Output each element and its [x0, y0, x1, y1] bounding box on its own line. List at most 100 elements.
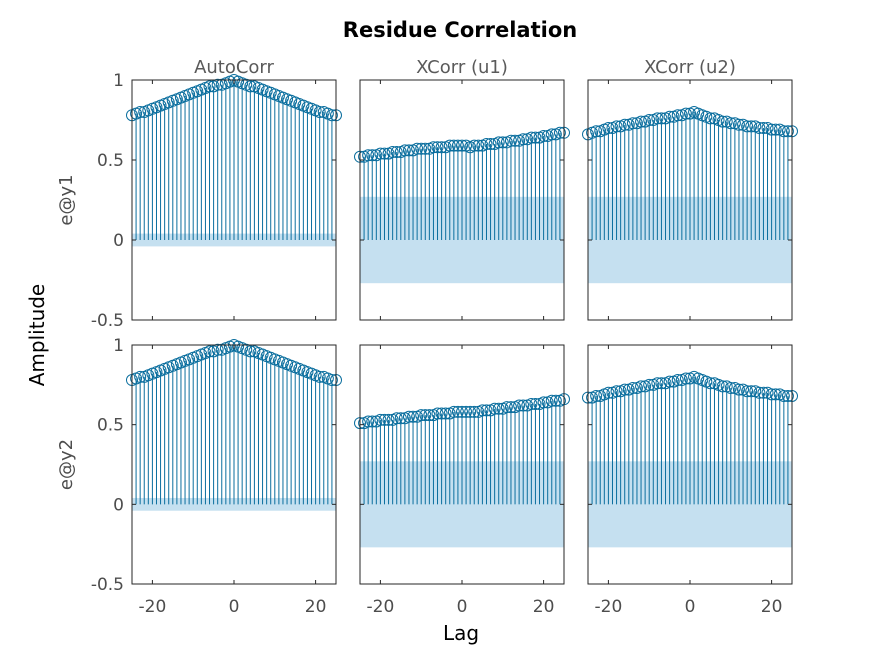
stem-marker	[472, 139, 485, 152]
stem-marker	[203, 80, 216, 93]
stem-marker	[203, 345, 216, 358]
stem-marker	[419, 142, 432, 155]
stem-marker	[517, 133, 530, 146]
stem-marker	[374, 147, 387, 160]
stem-marker	[663, 375, 676, 388]
stem-marker	[651, 112, 664, 125]
stem-marker	[476, 404, 489, 417]
stem-marker	[724, 382, 737, 395]
stem-marker	[655, 377, 668, 390]
x-tick-label: -20	[595, 597, 623, 617]
stem-marker	[496, 136, 509, 149]
stem-marker	[679, 372, 692, 385]
stem-marker	[447, 139, 460, 152]
y-tick-label: 0	[113, 231, 124, 251]
stem-marker	[313, 370, 326, 383]
stem-marker	[480, 404, 493, 417]
stem-marker	[663, 110, 676, 123]
stem-marker	[610, 385, 623, 398]
x-tick-label: 0	[229, 597, 240, 617]
stem-marker	[602, 386, 615, 399]
panel-e-y2-autocorr: 1 0.5 0 -0.5 -20 0 20	[91, 336, 342, 617]
stem-marker	[419, 409, 432, 422]
stem-marker	[134, 370, 147, 383]
stem-marker	[635, 380, 648, 393]
stem-marker	[769, 123, 782, 136]
stem-marker	[525, 397, 538, 410]
stem-marker	[549, 394, 562, 407]
stem-marker	[537, 130, 550, 142]
column-title-xcorr-u2: XCorr (u2)	[644, 57, 736, 78]
y-tick-label: 1	[113, 71, 124, 91]
stem-marker	[590, 125, 603, 138]
stem-marker	[451, 405, 464, 418]
stem-marker	[443, 139, 456, 152]
y-tick-label: 0.5	[97, 151, 124, 171]
panel-e-y2-xcorr-u1: -20 0 20	[354, 344, 570, 617]
stem-marker	[464, 405, 477, 418]
y-axis-label: Amplitude	[25, 284, 49, 387]
stem-marker	[553, 126, 566, 139]
stem-marker	[671, 109, 684, 122]
stem-marker	[480, 138, 493, 150]
stem-marker	[716, 380, 729, 393]
stem-marker	[427, 141, 440, 154]
stem-marker	[402, 410, 415, 423]
stem-marker	[500, 401, 513, 414]
stem-marker	[741, 120, 754, 133]
stem-marker	[618, 383, 631, 396]
stem-marker	[402, 144, 415, 157]
y-tick-label: -0.5	[91, 311, 124, 331]
stem-marker	[716, 115, 729, 128]
stem-marker	[488, 402, 501, 415]
stem-marker	[757, 386, 770, 399]
stem-marker	[724, 117, 737, 130]
x-tick-label: -20	[139, 597, 167, 617]
column-title-autocorr: AutoCorr	[194, 57, 274, 78]
stem-marker	[447, 405, 460, 418]
stem-marker	[655, 112, 668, 125]
stem-marker	[134, 106, 147, 118]
stem-marker	[439, 407, 452, 420]
stem-marker	[431, 407, 444, 420]
x-tick-label: 0	[685, 597, 696, 617]
stem-marker	[504, 134, 517, 147]
stem-marker	[484, 138, 497, 150]
stem-marker	[704, 377, 717, 390]
stem-marker	[741, 385, 754, 398]
stem-marker	[753, 122, 766, 134]
panel-e-y1-autocorr: 1 0.5 0 -0.5	[91, 71, 342, 331]
stem-marker	[626, 117, 639, 130]
stem-marker	[517, 399, 530, 412]
stem-marker	[509, 134, 522, 147]
stem-marker	[390, 146, 403, 158]
stem-marker	[781, 125, 794, 138]
stem-marker	[626, 382, 639, 395]
stem-marker	[411, 142, 424, 155]
stem-marker	[745, 120, 758, 133]
panel-e-y2-xcorr-u2: -20 0 20	[582, 344, 798, 617]
panel-e-y1-xcorr-u2	[582, 79, 798, 321]
stem-marker	[435, 141, 448, 154]
stem-marker	[325, 109, 338, 122]
stem-marker	[753, 386, 766, 399]
stem-marker	[374, 413, 387, 426]
stem-marker	[618, 118, 631, 131]
x-tick-label: 20	[533, 597, 555, 617]
stem-marker	[313, 106, 326, 118]
stem-marker	[635, 115, 648, 128]
stem-marker	[386, 146, 399, 158]
x-tick-label: 20	[761, 597, 783, 617]
stem-marker	[492, 136, 505, 149]
stem-marker	[765, 388, 778, 401]
stem-marker	[525, 131, 538, 144]
stem-marker	[602, 122, 615, 134]
stem-marker	[456, 405, 468, 418]
stem-marker	[211, 343, 224, 356]
y-tick-label: -0.5	[91, 575, 124, 595]
x-tick-label: 20	[305, 597, 327, 617]
stem-marker	[529, 397, 542, 410]
stem-marker	[468, 139, 481, 152]
